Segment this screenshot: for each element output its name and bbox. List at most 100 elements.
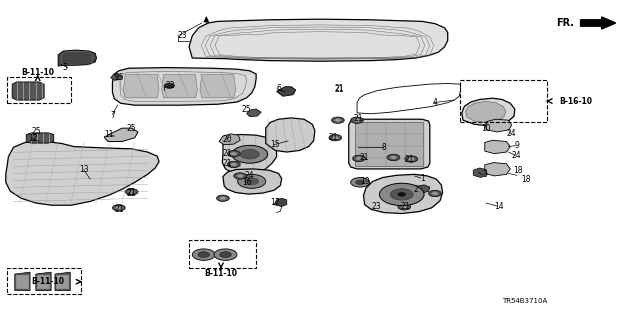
Polygon shape	[486, 119, 511, 132]
Polygon shape	[104, 128, 138, 141]
Text: 5: 5	[62, 63, 67, 72]
Text: 18: 18	[521, 175, 531, 184]
Text: 21: 21	[335, 84, 344, 93]
Text: 12: 12	[28, 134, 37, 143]
Polygon shape	[15, 272, 30, 291]
Circle shape	[398, 204, 411, 210]
Bar	[7, 268, 81, 294]
Text: TR54B3710A: TR54B3710A	[502, 298, 547, 304]
Text: 25: 25	[31, 127, 40, 136]
Polygon shape	[266, 118, 315, 152]
Polygon shape	[223, 169, 282, 194]
Text: 15: 15	[271, 140, 280, 149]
Circle shape	[356, 180, 365, 185]
Circle shape	[354, 119, 360, 122]
Polygon shape	[415, 185, 430, 193]
Text: 23: 23	[178, 31, 188, 40]
Circle shape	[113, 204, 125, 211]
FancyArrow shape	[580, 17, 616, 29]
Text: 21: 21	[360, 153, 369, 162]
Circle shape	[244, 178, 259, 185]
Circle shape	[432, 192, 438, 195]
Polygon shape	[466, 101, 506, 123]
Circle shape	[335, 119, 341, 122]
Text: 21: 21	[404, 155, 414, 164]
Text: 13: 13	[79, 165, 88, 174]
Circle shape	[192, 249, 215, 260]
Circle shape	[408, 157, 415, 161]
Circle shape	[401, 205, 408, 208]
Text: 21: 21	[223, 159, 232, 168]
Text: B-16-10: B-16-10	[559, 97, 592, 106]
Polygon shape	[200, 75, 236, 98]
Polygon shape	[276, 87, 296, 96]
Polygon shape	[58, 50, 97, 66]
Polygon shape	[26, 133, 54, 143]
Text: 25: 25	[114, 73, 124, 82]
Text: B-11-10: B-11-10	[205, 268, 237, 278]
Polygon shape	[36, 272, 51, 291]
Circle shape	[429, 190, 442, 197]
Polygon shape	[222, 134, 276, 174]
Circle shape	[129, 190, 135, 194]
Circle shape	[332, 136, 339, 139]
Bar	[7, 77, 71, 103]
Text: 25: 25	[242, 105, 252, 114]
Circle shape	[214, 249, 237, 260]
Polygon shape	[364, 174, 443, 213]
Text: 6: 6	[276, 84, 281, 93]
Circle shape	[237, 174, 266, 188]
Text: 21: 21	[328, 133, 337, 142]
Text: 17: 17	[271, 197, 280, 206]
Bar	[189, 240, 256, 268]
Polygon shape	[124, 75, 159, 98]
Polygon shape	[6, 141, 159, 205]
Text: FR.: FR.	[556, 18, 574, 28]
Circle shape	[230, 163, 237, 166]
Circle shape	[220, 197, 226, 200]
Text: 2: 2	[413, 185, 418, 194]
Polygon shape	[113, 68, 256, 105]
Circle shape	[356, 157, 362, 160]
Text: 21: 21	[127, 188, 136, 197]
Circle shape	[220, 252, 231, 258]
Polygon shape	[162, 75, 197, 98]
Circle shape	[227, 161, 240, 168]
Text: 22: 22	[165, 81, 175, 90]
Text: 8: 8	[381, 143, 386, 152]
Polygon shape	[349, 119, 430, 169]
Circle shape	[125, 189, 138, 195]
Polygon shape	[219, 134, 240, 145]
Text: 14: 14	[494, 202, 504, 211]
Text: 24: 24	[507, 129, 516, 138]
Circle shape	[380, 183, 424, 205]
Circle shape	[232, 145, 268, 163]
Circle shape	[387, 154, 400, 161]
Circle shape	[164, 83, 174, 88]
Polygon shape	[484, 163, 510, 176]
Polygon shape	[274, 198, 287, 206]
Text: 4: 4	[433, 98, 437, 107]
Text: 11: 11	[104, 130, 114, 139]
Circle shape	[240, 149, 259, 159]
Circle shape	[237, 174, 243, 178]
Text: 25: 25	[127, 124, 136, 132]
Circle shape	[230, 152, 237, 155]
Text: 19: 19	[360, 177, 369, 186]
Text: 18: 18	[513, 166, 523, 175]
Circle shape	[227, 150, 240, 157]
Polygon shape	[355, 123, 424, 166]
Polygon shape	[37, 275, 50, 289]
Polygon shape	[56, 275, 69, 289]
Polygon shape	[473, 168, 487, 178]
Polygon shape	[484, 140, 510, 154]
Text: 24: 24	[245, 172, 255, 180]
Polygon shape	[246, 109, 261, 117]
Circle shape	[390, 156, 397, 159]
Text: B-11-10: B-11-10	[21, 68, 54, 77]
Polygon shape	[462, 98, 515, 125]
Polygon shape	[16, 275, 29, 289]
Text: 24: 24	[512, 151, 522, 160]
Text: 9: 9	[515, 141, 519, 150]
Circle shape	[234, 173, 246, 179]
